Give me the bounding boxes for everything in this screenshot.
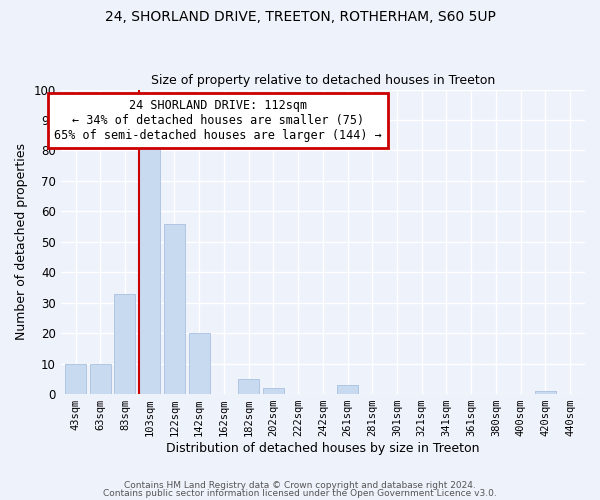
Text: Contains public sector information licensed under the Open Government Licence v3: Contains public sector information licen… (103, 488, 497, 498)
Text: Contains HM Land Registry data © Crown copyright and database right 2024.: Contains HM Land Registry data © Crown c… (124, 481, 476, 490)
Bar (263, 388, 284, 394)
Bar (188, 333, 209, 394)
Bar (65, 364, 86, 394)
Bar (164, 224, 185, 394)
Bar (139, 148, 160, 394)
Bar (115, 294, 136, 394)
Title: Size of property relative to detached houses in Treeton: Size of property relative to detached ho… (151, 74, 495, 87)
Bar (535, 391, 556, 394)
X-axis label: Distribution of detached houses by size in Treeton: Distribution of detached houses by size … (166, 442, 479, 455)
Text: 24 SHORLAND DRIVE: 112sqm
← 34% of detached houses are smaller (75)
65% of semi-: 24 SHORLAND DRIVE: 112sqm ← 34% of detac… (54, 98, 382, 142)
Bar (90, 364, 111, 394)
Y-axis label: Number of detached properties: Number of detached properties (15, 144, 28, 340)
Text: 24, SHORLAND DRIVE, TREETON, ROTHERHAM, S60 5UP: 24, SHORLAND DRIVE, TREETON, ROTHERHAM, … (104, 10, 496, 24)
Bar (238, 379, 259, 394)
Bar (337, 385, 358, 394)
